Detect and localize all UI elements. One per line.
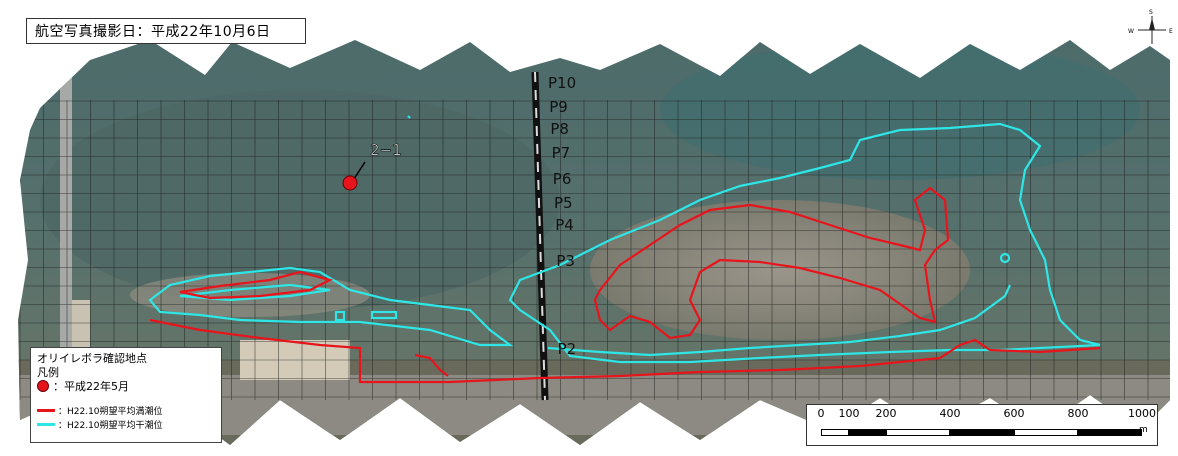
- scale-unit: m: [1139, 425, 1148, 435]
- legend-heading1: オリイレボラ確認地点: [37, 352, 147, 365]
- scale-bar: m 0 100 200 400 600 800 1000: [806, 404, 1158, 446]
- scale-tick-100: 100: [838, 407, 860, 420]
- survey-point-p2: P2: [558, 340, 577, 358]
- scale-tick-1000: 1000: [1128, 407, 1156, 420]
- scale-segment: [886, 429, 950, 436]
- survey-point-p6: P6: [553, 170, 572, 188]
- scale-segment: [849, 429, 886, 436]
- site-marker-2-1[interactable]: 2−1: [342, 141, 402, 191]
- legend-red-row: ：H22.10朔望平均満潮位: [37, 403, 215, 417]
- legend-cyan-row: ：H22.10朔望平均干潮位: [37, 417, 215, 431]
- low-tide-contour: [148, 115, 1101, 364]
- scale-tick-400: 400: [939, 407, 961, 420]
- north-arrow-s: S: [1149, 9, 1153, 16]
- legend-point-row: ：平成22年5月: [37, 379, 215, 393]
- red-line-icon: [37, 408, 55, 412]
- survey-point-p4: P4: [555, 216, 574, 234]
- survey-point-p5: P5: [554, 194, 573, 212]
- scale-segment: [1078, 429, 1142, 436]
- north-arrow-e: E: [1169, 28, 1173, 35]
- legend-point-label: ：平成22年5月: [53, 380, 129, 393]
- survey-point-p3: P3: [556, 252, 575, 270]
- scale-tick-200: 200: [875, 407, 897, 420]
- survey-point-p10: P10: [548, 74, 576, 92]
- legend-red-line-label: ：H22.10朔望平均満潮位: [58, 406, 163, 417]
- scale-tick-0: 0: [817, 407, 825, 420]
- legend-heading2: 凡例: [37, 366, 59, 379]
- legend: オリイレボラ確認地点 凡例 ：平成22年5月 ：H22.10朔望平均満潮位 ：H…: [30, 347, 222, 443]
- map-title: 航空写真撮影日：平成22年10月6日: [26, 18, 306, 44]
- legend-cyan-line-label: ：H22.10朔望平均干潮位: [58, 420, 163, 431]
- scale-segment: [950, 429, 1014, 436]
- high-tide-contour: [149, 186, 1101, 384]
- survey-point-labels: P10 P9 P8 P7 P6 P5 P4 P3 P2: [548, 74, 576, 358]
- scale-segment: [1014, 429, 1078, 436]
- survey-point-p7: P7: [552, 144, 571, 162]
- red-point-icon: [37, 380, 49, 392]
- survey-point-p9: P9: [549, 98, 568, 116]
- scale-tick-800: 800: [1067, 407, 1089, 420]
- cyan-line-icon: [37, 422, 55, 426]
- north-arrow-icon: S E W: [1128, 9, 1173, 44]
- site-label: 2−1: [370, 141, 402, 159]
- survey-point-p8: P8: [550, 120, 569, 138]
- scale-tick-600: 600: [1003, 407, 1025, 420]
- scale-segment: [821, 429, 849, 436]
- bridge: [531, 71, 549, 401]
- north-arrow-w: W: [1128, 28, 1134, 35]
